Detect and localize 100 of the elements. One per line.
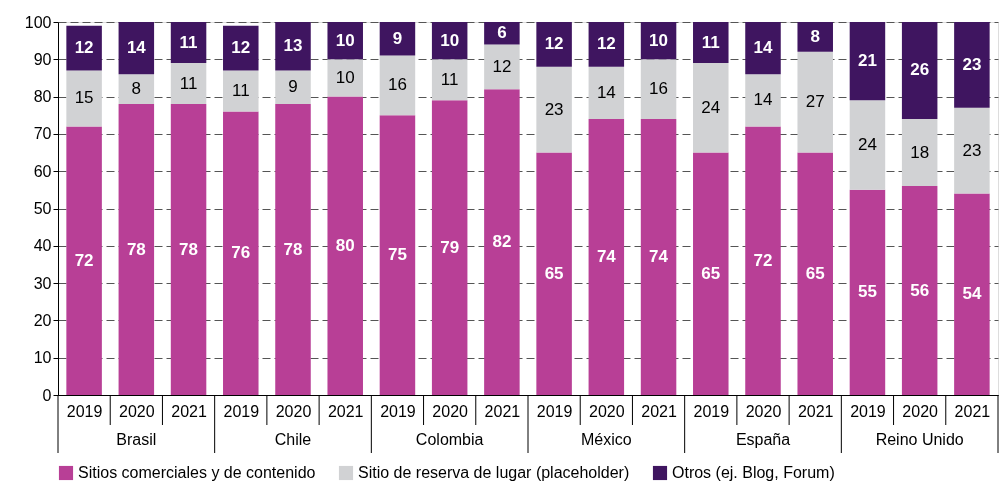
data-label: 13 — [283, 36, 303, 56]
bar — [170, 104, 207, 395]
bar — [640, 118, 677, 395]
bar — [797, 51, 833, 153]
data-label: 12 — [596, 34, 616, 54]
bar — [536, 66, 572, 153]
y-tick-label: 60 — [33, 162, 52, 180]
y-tick-label: 50 — [33, 200, 52, 217]
x-tick-label: 2021 — [797, 402, 834, 420]
data-label: 78 — [126, 239, 146, 259]
text: Chile — [274, 431, 312, 448]
data-label: 12 — [74, 38, 94, 58]
data-label: 15 — [74, 88, 94, 108]
x-tick-label: 2019 — [693, 402, 730, 420]
x-tick-label: 2019 — [223, 402, 260, 420]
y-tick-label: 40 — [33, 237, 52, 255]
y-tick-label: 20 — [33, 311, 52, 329]
data-label: 65 — [544, 263, 564, 283]
bar — [379, 115, 416, 395]
data-label: 16 — [649, 79, 669, 99]
text: Reino Unido — [875, 431, 964, 448]
data-label: 80 — [335, 235, 355, 255]
bar — [797, 22, 833, 52]
bar — [379, 55, 416, 116]
bar — [66, 70, 102, 127]
bar — [170, 22, 207, 64]
data-label: 11 — [231, 81, 250, 100]
data-label: 24 — [857, 135, 877, 155]
data-label: 75 — [387, 245, 407, 265]
bar — [954, 107, 990, 194]
data-label: 11 — [179, 73, 198, 93]
data-label: 10 — [335, 67, 355, 87]
bar — [588, 118, 625, 395]
data-label: 14 — [126, 38, 147, 58]
bar — [745, 22, 781, 75]
bar — [849, 22, 886, 101]
bar — [275, 70, 311, 105]
bar — [588, 22, 625, 67]
data-label: 10 — [335, 30, 355, 50]
y-tick-label: 30 — [33, 274, 52, 292]
data-label: 23 — [544, 99, 564, 119]
x-tick-label: 2020 — [902, 402, 939, 420]
bar — [849, 189, 886, 395]
legend-label: Sitios comerciales y de contenido — [78, 464, 316, 481]
data-label: 23 — [962, 140, 982, 160]
bar — [223, 70, 259, 112]
bar — [223, 25, 259, 71]
bar — [901, 118, 938, 187]
bar — [797, 152, 833, 395]
data-label: 23 — [962, 54, 982, 74]
data-label: 11 — [179, 32, 198, 52]
x-tick-label: 2020 — [119, 402, 155, 420]
data-label: 55 — [857, 282, 877, 302]
x-tick-label: 2019 — [380, 402, 416, 420]
data-label: 11 — [701, 32, 720, 52]
data-label: 82 — [492, 232, 512, 252]
data-label: 6 — [497, 23, 507, 43]
data-label: 72 — [753, 250, 773, 270]
x-tick-label: 2020 — [745, 402, 782, 420]
data-label: 72 — [74, 250, 94, 270]
bar — [431, 100, 468, 395]
data-label: 9 — [288, 77, 298, 97]
legend-label: Otros (ej. Blog, Forum) — [672, 464, 835, 481]
data-label: 79 — [440, 237, 460, 257]
data-label: 12 — [492, 56, 512, 76]
y-tick-label: 10 — [33, 349, 52, 367]
bar — [693, 152, 729, 395]
data-label: 65 — [805, 263, 825, 283]
legend-label: Sitio de reserva de lugar (placeholder) — [358, 464, 630, 481]
bar — [640, 59, 677, 119]
data-label: 27 — [805, 92, 825, 112]
bar — [118, 22, 155, 75]
bar — [484, 89, 520, 395]
x-tick-label: 2021 — [954, 402, 991, 420]
data-label: 21 — [857, 51, 877, 71]
bar — [66, 25, 102, 71]
bar — [745, 74, 781, 127]
y-tick-label: 0 — [42, 386, 52, 404]
data-label: 56 — [910, 280, 930, 300]
y-tick-label: 90 — [33, 50, 52, 68]
x-tick-label: 2021 — [641, 402, 677, 420]
data-label: 78 — [179, 239, 199, 259]
data-label: 26 — [910, 60, 930, 80]
bar — [118, 104, 155, 395]
bar — [536, 152, 572, 395]
text: México — [580, 431, 632, 448]
data-label: 74 — [649, 246, 669, 266]
x-tick-label: 2020 — [432, 402, 469, 420]
data-label: 78 — [283, 239, 303, 259]
data-label: 16 — [387, 75, 407, 95]
data-label: 14 — [753, 90, 773, 110]
data-label: 11 — [440, 69, 459, 89]
y-tick-label: 80 — [33, 88, 52, 106]
bar — [379, 22, 416, 56]
bar — [431, 59, 468, 101]
data-label: 14 — [753, 38, 773, 58]
bar — [849, 100, 886, 190]
x-tick-label: 2019 — [66, 402, 103, 420]
data-label: 12 — [231, 38, 251, 58]
bar — [954, 193, 990, 395]
